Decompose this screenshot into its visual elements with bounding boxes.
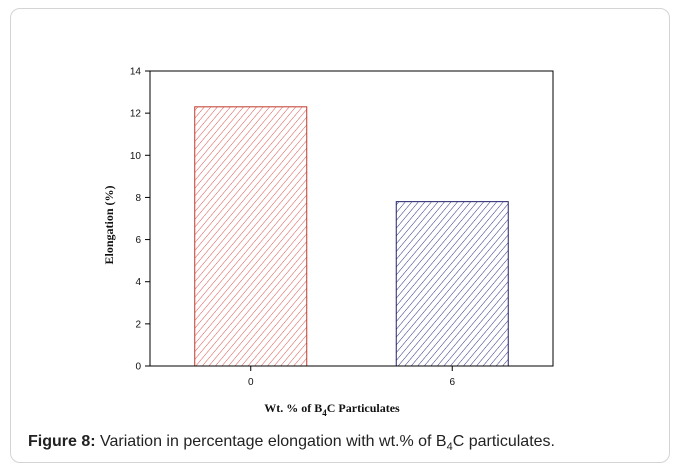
x-tick-label: 0 [248,377,254,388]
y-tick-label: 12 [130,109,142,120]
y-tick-label: 14 [130,67,142,78]
caption-label: Figure 8: [28,433,96,450]
y-tick-label: 8 [135,193,141,204]
x-axis-label: Wt. % of B4C Particulates [264,401,400,418]
bar-0 [194,106,308,367]
caption-subscript: 4 [446,441,453,454]
x-tick-label: 6 [449,377,455,388]
figure-caption: Figure 8: Variation in percentage elonga… [28,433,555,453]
y-tick-label: 4 [135,277,141,288]
y-axis-label: Elongation (%) [102,185,116,264]
caption-text-end: C particulates. [452,433,555,450]
y-tick-label: 2 [135,319,141,330]
bar-6 [395,201,509,367]
caption-text: Variation in percentage elongation with … [95,433,447,450]
y-tick-label: 6 [135,235,141,246]
figure-card [10,8,670,463]
y-tick-label: 10 [130,151,142,162]
plot-frame [149,70,554,367]
y-tick-label: 0 [135,362,141,373]
